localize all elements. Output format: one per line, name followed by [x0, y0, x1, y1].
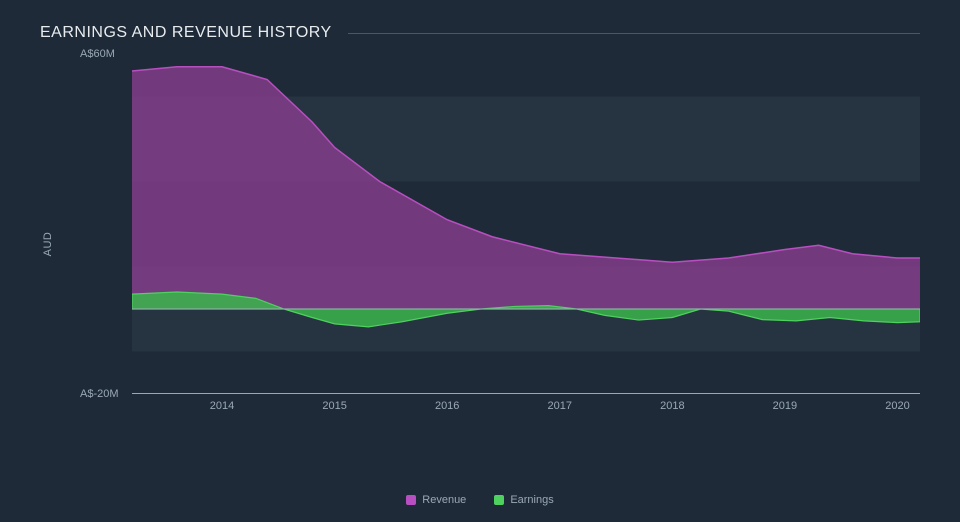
chart-svg: [132, 54, 920, 394]
legend-swatch-earnings: [494, 495, 504, 505]
x-tick-label: 2018: [660, 400, 684, 412]
x-tick-label: 2020: [885, 400, 909, 412]
legend-item-earnings: Earnings: [494, 494, 553, 506]
y-axis-label: AUD: [42, 232, 54, 257]
earnings-revenue-chart: EARNINGS AND REVENUE HISTORY AUD A$60M A$…: [0, 0, 960, 522]
x-tick-label: 2019: [773, 400, 797, 412]
plot-area: AUD A$60MA$-20M 201420152016201720182019…: [72, 54, 920, 434]
legend: Revenue Earnings: [0, 494, 960, 506]
legend-label-revenue: Revenue: [422, 494, 466, 506]
title-row: EARNINGS AND REVENUE HISTORY: [40, 24, 920, 42]
x-tick-label: 2014: [210, 400, 234, 412]
title-rule: [348, 33, 920, 34]
x-tick-label: 2017: [548, 400, 572, 412]
legend-swatch-revenue: [406, 495, 416, 505]
x-tick-label: 2015: [322, 400, 346, 412]
y-tick-label: A$-20M: [80, 388, 119, 400]
legend-item-revenue: Revenue: [406, 494, 466, 506]
legend-label-earnings: Earnings: [510, 494, 553, 506]
chart-title: EARNINGS AND REVENUE HISTORY: [40, 24, 332, 42]
y-tick-label: A$60M: [80, 48, 115, 60]
x-tick-label: 2016: [435, 400, 459, 412]
